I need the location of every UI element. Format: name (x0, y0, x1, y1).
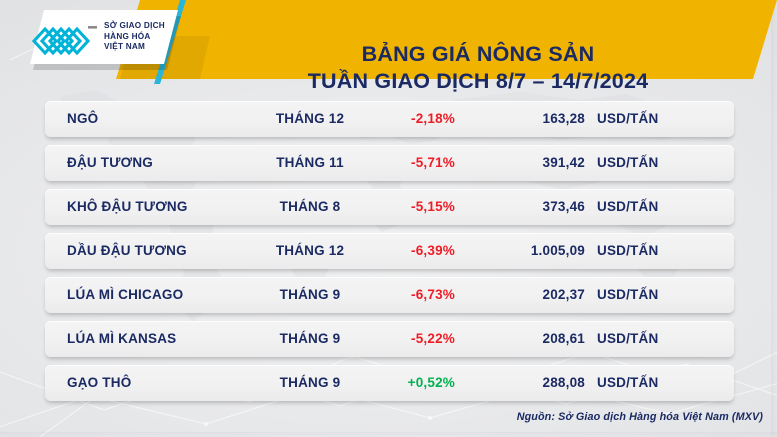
table-row: ĐẬU TƯƠNG THÁNG 11 -5,71% 391,42 USD/TẤN (45, 145, 734, 181)
table-row: LÚA MÌ KANSAS THÁNG 9 -5,22% 208,61 USD/TẤN (45, 321, 734, 357)
price-value: 373,46 (542, 199, 585, 214)
mxv-logo: SỞ GIAO DỊCH HÀNG HÓA VIỆT NAM (22, 8, 174, 70)
price-change-pct: -5,22% (411, 331, 455, 346)
commodity-name: NGÔ (67, 111, 99, 126)
contract-month: THÁNG 9 (279, 375, 341, 390)
price-value: 1.005,09 (530, 243, 585, 258)
price-change-pct: -2,18% (411, 111, 455, 126)
table-row: LÚA MÌ CHICAGO THÁNG 9 -6,73% 202,37 USD/TẤN (45, 277, 734, 313)
mxv-logo-text: SỞ GIAO DỊCH HÀNG HÓA VIỆT NAM (104, 21, 165, 51)
contract-month: THÁNG 9 (279, 287, 341, 302)
commodity-name: KHÔ ĐẬU TƯƠNG (67, 199, 188, 214)
price-change-pct: -6,73% (411, 287, 455, 302)
commodity-name: LÚA MÌ KANSAS (67, 331, 177, 346)
price-unit: USD/TẤN (597, 243, 659, 258)
price-change-pct: -5,71% (411, 155, 455, 170)
commodity-name: GẠO THÔ (67, 375, 132, 390)
price-unit: USD/TẤN (597, 199, 659, 214)
contract-month: THÁNG 8 (279, 199, 341, 214)
header-banner: SỞ GIAO DỊCH HÀNG HÓA VIỆT NAM BẢNG GIÁ … (0, 0, 777, 93)
page-title-line2: TUẦN GIAO DỊCH 8/7 – 14/7/2024 (307, 69, 649, 93)
table-row: GẠO THÔ THÁNG 9 +0,52% 288,08 USD/TẤN (45, 365, 734, 401)
contract-month: THÁNG 12 (275, 243, 345, 258)
price-value: 202,37 (542, 287, 585, 302)
price-unit: USD/TẤN (597, 375, 659, 390)
price-change-pct: +0,52% (407, 375, 455, 390)
page-title-line1: BẢNG GIÁ NÔNG SẢN (361, 42, 595, 66)
table-row: DẦU ĐẬU TƯƠNG THÁNG 12 -6,39% 1.005,09 USD/T… (45, 233, 734, 269)
price-value: 208,61 (542, 331, 585, 346)
commodity-name: LÚA MÌ CHICAGO (67, 287, 184, 302)
contract-month: THÁNG 11 (276, 155, 344, 170)
table-row: NGÔ THÁNG 12 -2,18% 163,28 USD/TẤN (45, 101, 734, 137)
price-unit: USD/TẤN (597, 155, 659, 170)
bottom-edge-shade (0, 432, 777, 437)
page-title: BẢNG GIÁ NÔNG SẢN TUẦN GIAO DỊCH 8/7 – 1… (228, 14, 728, 122)
price-unit: USD/TẤN (597, 331, 659, 346)
price-unit: USD/TẤN (597, 287, 659, 302)
table-row: KHÔ ĐẬU TƯƠNG THÁNG 8 -5,15% 373,46 USD/TẤN (45, 189, 734, 225)
right-edge-shade (771, 0, 777, 437)
source-note: Nguồn: Sở Giao dịch Hàng hóa Việt Nam (M… (516, 411, 763, 423)
mxv-logo-mark-icon (31, 26, 97, 56)
commodity-name: DẦU ĐẬU TƯƠNG (67, 243, 187, 258)
header-shapes (30, 0, 777, 84)
price-value: 391,42 (542, 155, 585, 170)
price-change-pct: -6,39% (411, 243, 455, 258)
contract-month: THÁNG 12 (275, 111, 345, 126)
price-value: 163,28 (542, 111, 585, 126)
price-change-pct: -5,15% (411, 199, 455, 214)
commodity-price-table: NGÔ THÁNG 12 -2,18% 163,28 USD/TẤN ĐẬU TƯƠNG T… (45, 101, 734, 401)
price-unit: USD/TẤN (597, 111, 659, 126)
commodity-name: ĐẬU TƯƠNG (67, 155, 154, 170)
contract-month: THÁNG 9 (279, 331, 341, 346)
price-value: 288,08 (542, 375, 585, 390)
